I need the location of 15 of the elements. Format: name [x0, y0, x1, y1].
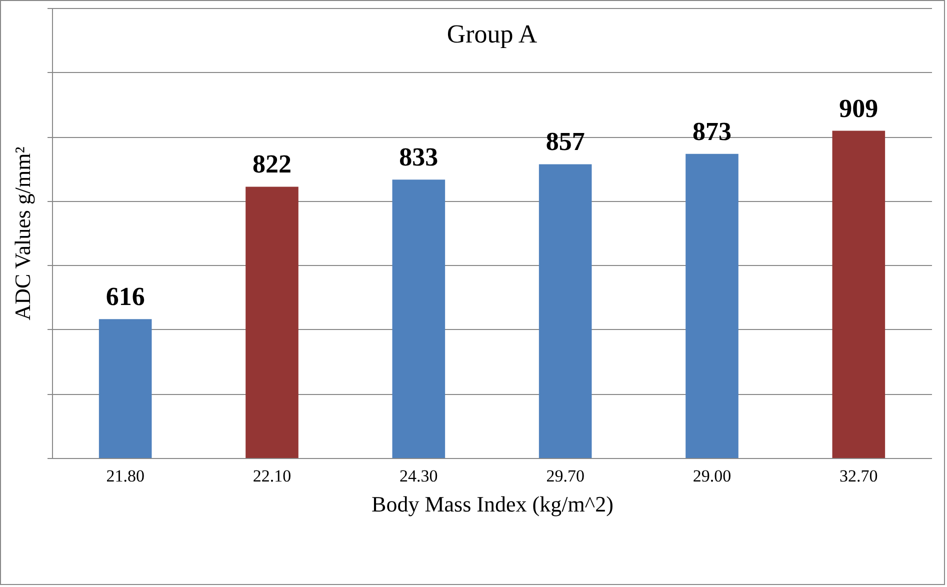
data-label: 822: [252, 150, 292, 179]
data-label: 873: [692, 116, 732, 146]
y-axis-title: ADC Values g/mm²: [10, 146, 35, 320]
data-label: 616: [106, 282, 145, 312]
data-label: 833: [399, 142, 438, 172]
chart-title: Group A: [446, 20, 538, 48]
x-tick-label: 21.80: [106, 466, 144, 486]
x-tick-label: 29.00: [692, 466, 732, 486]
x-axis-title: Body Mass Index (kg/m^2): [372, 492, 614, 516]
x-tick-label: 32.70: [840, 466, 878, 486]
data-label: 857: [546, 127, 585, 156]
x-tick-label: 24.30: [400, 466, 438, 486]
data-label: 909: [839, 94, 878, 123]
x-tick-label: 29.70: [546, 466, 584, 486]
x-tick-label: 22.10: [252, 466, 292, 486]
